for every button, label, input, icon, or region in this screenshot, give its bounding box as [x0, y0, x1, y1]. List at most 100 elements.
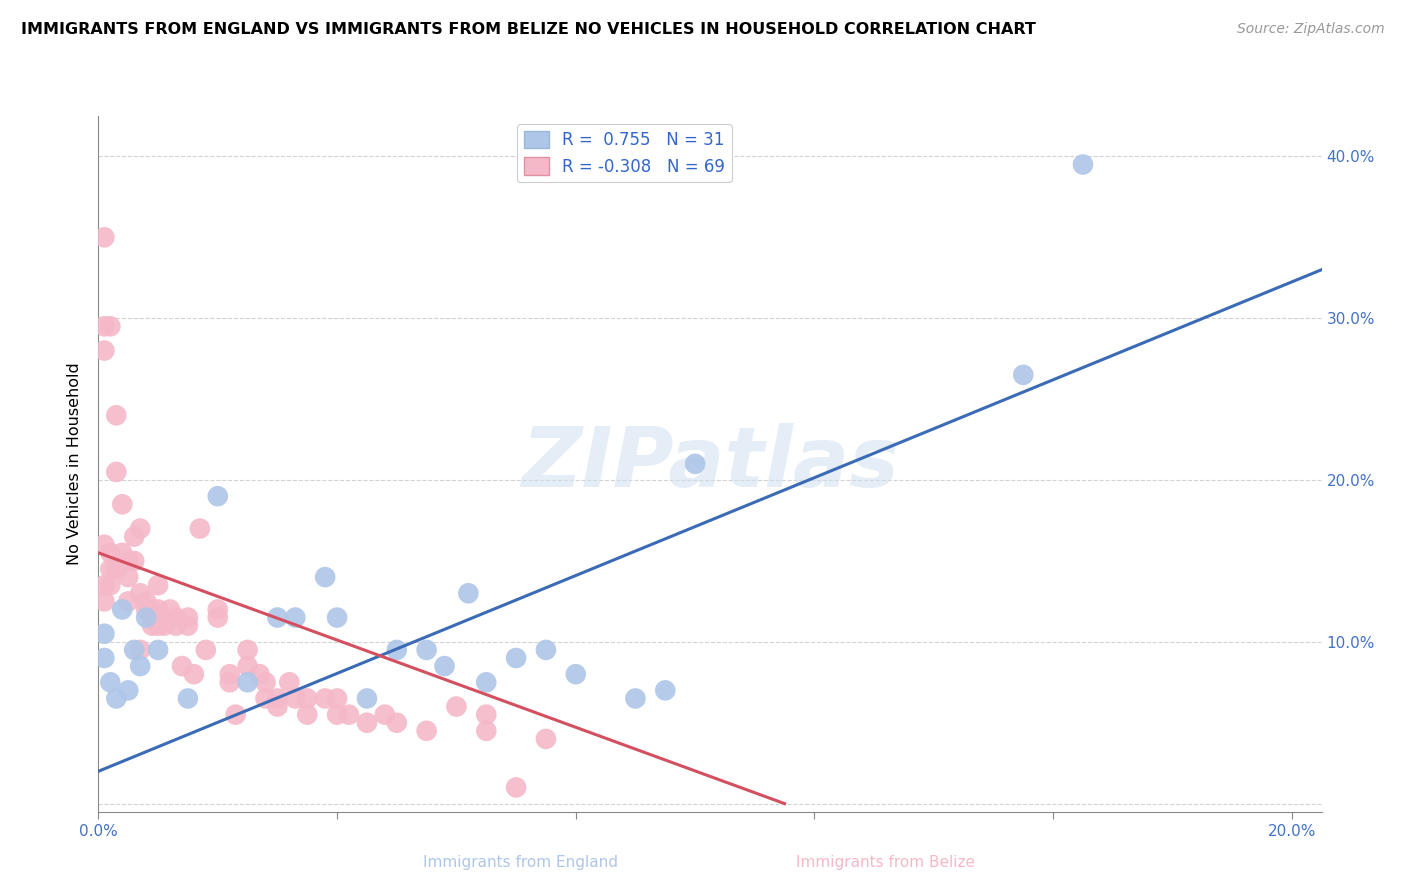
Point: [105, 562, 128, 576]
Point: [111, 546, 134, 560]
Point: [284, 691, 307, 706]
Text: ZIPatlas: ZIPatlas: [522, 424, 898, 504]
Point: [326, 691, 349, 706]
Point: [446, 699, 468, 714]
Point: [117, 683, 139, 698]
Point: [207, 489, 229, 503]
Point: [337, 707, 360, 722]
Point: [534, 731, 557, 746]
Point: [165, 610, 187, 624]
Point: [122, 554, 145, 568]
Point: [146, 643, 169, 657]
Point: [314, 691, 336, 706]
Point: [93, 578, 115, 592]
Point: [117, 570, 139, 584]
Point: [1071, 157, 1094, 171]
Point: [129, 659, 152, 673]
Point: [534, 643, 557, 657]
Point: [624, 691, 647, 706]
Point: [236, 675, 259, 690]
Point: [105, 691, 128, 706]
Point: [177, 618, 200, 632]
Point: [218, 675, 240, 690]
Point: [135, 602, 157, 616]
Point: [266, 691, 288, 706]
Point: [505, 780, 527, 795]
Text: IMMIGRANTS FROM ENGLAND VS IMMIGRANTS FROM BELIZE NO VEHICLES IN HOUSEHOLD CORRE: IMMIGRANTS FROM ENGLAND VS IMMIGRANTS FR…: [21, 22, 1036, 37]
Point: [105, 465, 128, 479]
Point: [266, 699, 288, 714]
Point: [194, 643, 217, 657]
Point: [153, 618, 176, 632]
Point: [122, 530, 145, 544]
Point: [170, 659, 193, 673]
Point: [457, 586, 479, 600]
Point: [111, 602, 134, 616]
Point: [207, 602, 229, 616]
Point: [207, 610, 229, 624]
Point: [177, 610, 200, 624]
Point: [93, 594, 115, 608]
Point: [135, 594, 157, 608]
Point: [105, 409, 128, 423]
Text: Immigrants from Belize: Immigrants from Belize: [796, 855, 976, 870]
Point: [98, 319, 121, 334]
Point: [98, 562, 121, 576]
Point: [111, 497, 134, 511]
Point: [146, 602, 169, 616]
Point: [93, 626, 115, 640]
Point: [218, 667, 240, 681]
Point: [177, 691, 200, 706]
Point: [236, 643, 259, 657]
Point: [385, 643, 408, 657]
Point: [284, 610, 307, 624]
Point: [93, 230, 115, 244]
Point: [129, 586, 152, 600]
Point: [117, 554, 139, 568]
Point: [475, 723, 498, 738]
Text: Source: ZipAtlas.com: Source: ZipAtlas.com: [1237, 22, 1385, 37]
Point: [122, 643, 145, 657]
Point: [183, 667, 205, 681]
Point: [236, 659, 259, 673]
Point: [475, 707, 498, 722]
Point: [297, 707, 319, 722]
Point: [146, 578, 169, 592]
Point: [505, 651, 527, 665]
Point: [415, 723, 437, 738]
Point: [314, 570, 336, 584]
Point: [254, 691, 277, 706]
Point: [135, 610, 157, 624]
Point: [146, 618, 169, 632]
Point: [326, 707, 349, 722]
Point: [278, 675, 301, 690]
Point: [385, 715, 408, 730]
Point: [374, 707, 396, 722]
Point: [654, 683, 676, 698]
Point: [117, 594, 139, 608]
Point: [433, 659, 456, 673]
Point: [98, 578, 121, 592]
Legend: R =  0.755   N = 31, R = -0.308   N = 69: R = 0.755 N = 31, R = -0.308 N = 69: [517, 124, 731, 182]
Point: [1012, 368, 1035, 382]
Point: [93, 319, 115, 334]
Point: [165, 618, 187, 632]
Y-axis label: No Vehicles in Household: No Vehicles in Household: [67, 362, 83, 566]
Point: [159, 602, 181, 616]
Point: [297, 691, 319, 706]
Point: [129, 643, 152, 657]
Point: [225, 707, 247, 722]
Point: [266, 610, 288, 624]
Point: [475, 675, 498, 690]
Point: [188, 522, 211, 536]
Point: [356, 691, 378, 706]
Point: [141, 602, 163, 616]
Point: [93, 651, 115, 665]
Point: [415, 643, 437, 657]
Point: [93, 343, 115, 358]
Point: [254, 675, 277, 690]
Point: [141, 618, 163, 632]
Point: [129, 522, 152, 536]
Point: [98, 675, 121, 690]
Point: [683, 457, 706, 471]
